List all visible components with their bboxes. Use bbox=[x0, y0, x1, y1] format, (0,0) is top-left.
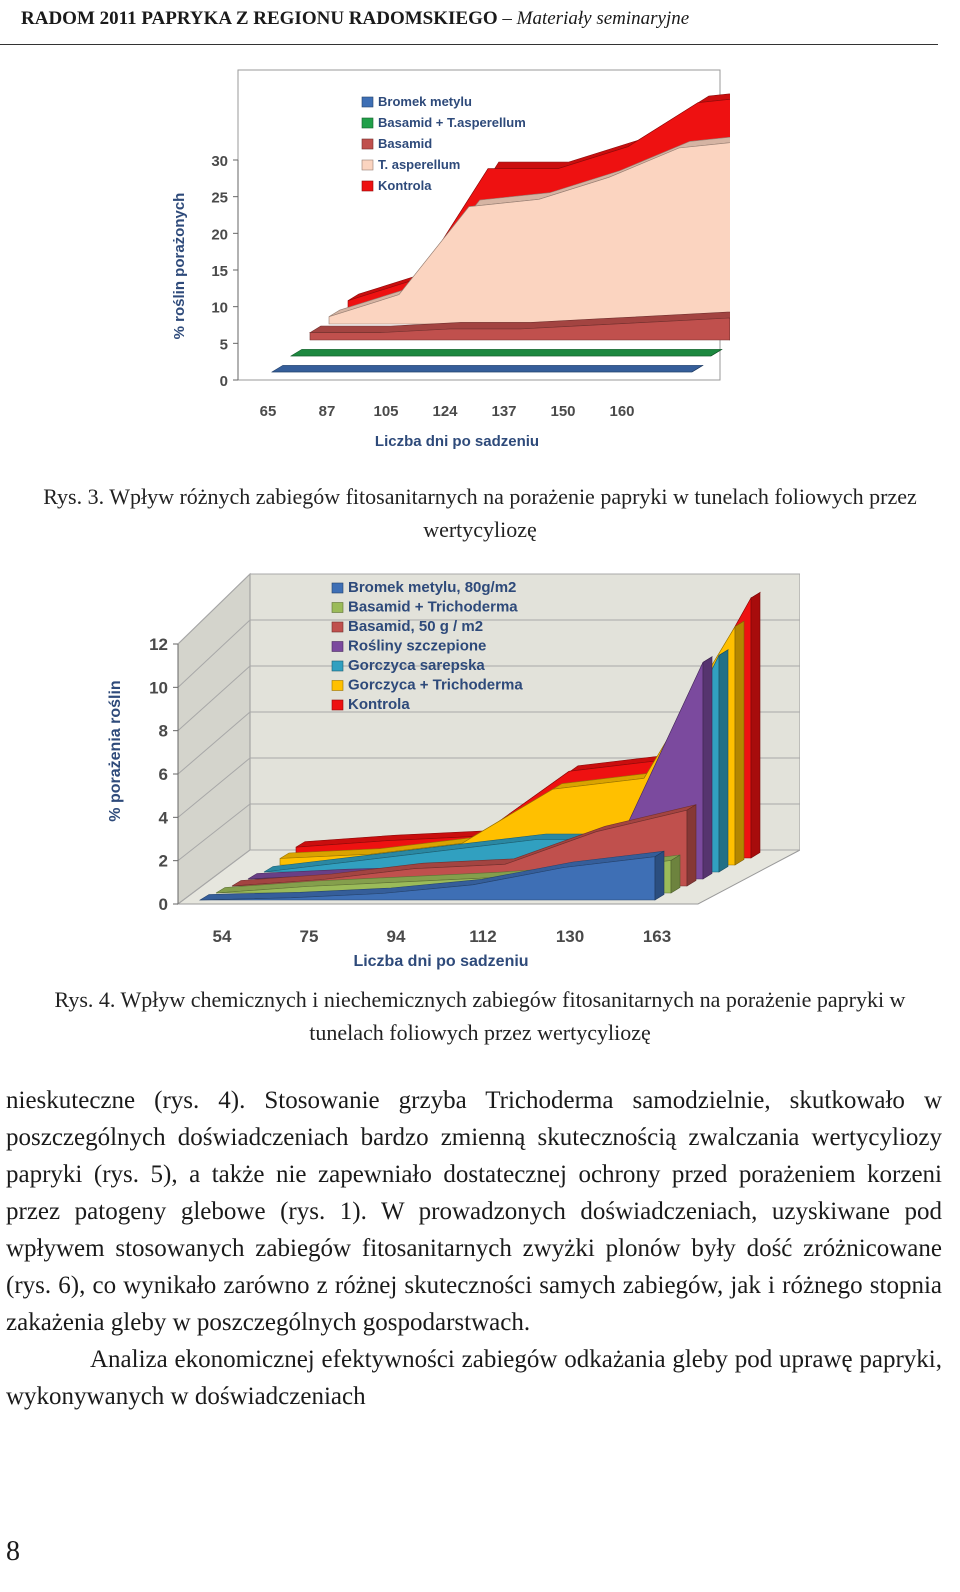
x-tick-label: 105 bbox=[373, 403, 398, 420]
page-number: 8 bbox=[6, 1536, 20, 1567]
legend-swatch bbox=[361, 138, 374, 150]
figure-3-chart: 0 5 10 15 20 25 30 65 87 105 124 137 150 160 Liczba dn… bbox=[150, 50, 780, 460]
y-tick-label: 5 bbox=[220, 336, 228, 353]
y-tick-label: 12 bbox=[149, 635, 168, 654]
paragraph-2: Analiza ekonomicznej efektywności zabieg… bbox=[6, 1346, 942, 1410]
legend-swatch bbox=[331, 621, 344, 633]
legend-label: Rośliny szczepione bbox=[348, 638, 486, 655]
body-text: nieskuteczne (rys. 4). Stosowanie grzyba… bbox=[6, 1082, 942, 1415]
legend-label: Kontrola bbox=[348, 696, 410, 713]
series-end-6 bbox=[734, 620, 745, 866]
legend-swatch bbox=[331, 582, 344, 594]
y-tick-label: 15 bbox=[211, 263, 228, 280]
chart-4-svg: 0 2 4 6 8 10 12 54 75 94 112 130 163 Liczba dni po sa… bbox=[107, 572, 801, 970]
paragraph-1: nieskuteczne (rys. 4). Stosowanie grzyba… bbox=[6, 1087, 942, 1336]
series-end-2 bbox=[710, 349, 722, 357]
series-end-2 bbox=[670, 854, 681, 894]
y-tick-label: 8 bbox=[159, 722, 168, 741]
series-end-1 bbox=[691, 365, 703, 373]
x-tick-label: 65 bbox=[260, 403, 277, 420]
x-axis-title: Liczba dni po sadzeniu bbox=[353, 953, 528, 970]
grid-line bbox=[177, 665, 251, 732]
series-end-3 bbox=[686, 804, 697, 887]
figure-4-chart: 0 2 4 6 8 10 12 54 75 94 112 130 163 Liczba dni po sa… bbox=[100, 570, 801, 975]
legend-label: Bromek metylu bbox=[378, 94, 472, 109]
legend-swatch bbox=[331, 680, 344, 691]
y-tick-label: 10 bbox=[149, 678, 168, 697]
x-tick-label: 94 bbox=[387, 927, 406, 946]
series-top-1 bbox=[270, 365, 704, 373]
grid-line bbox=[177, 619, 251, 688]
x-tick-label: 75 bbox=[300, 927, 319, 946]
legend-swatch bbox=[361, 180, 374, 192]
legend-swatch bbox=[361, 117, 374, 129]
y-tick-label: 10 bbox=[211, 300, 228, 317]
y-tick-label: 0 bbox=[159, 895, 168, 914]
legend-label: Gorczyca sarepska bbox=[348, 657, 485, 674]
grid-line bbox=[177, 757, 251, 818]
header-title: RADOM 2011 PAPRYKA Z REGIONU RADOMSKIEGO bbox=[21, 8, 498, 29]
x-tick-label: 163 bbox=[643, 927, 671, 946]
x-tick-label: 160 bbox=[609, 403, 634, 420]
series-end-1 bbox=[654, 850, 665, 901]
grid-line bbox=[177, 803, 251, 862]
y-tick-label: 2 bbox=[159, 852, 168, 871]
legend-label: Basamid + T.asperellum bbox=[378, 115, 526, 130]
x-tick-label: 130 bbox=[556, 927, 584, 946]
legend-swatch bbox=[361, 159, 374, 171]
legend-label: Basamid, 50 g / m2 bbox=[348, 618, 483, 635]
side-wall bbox=[177, 572, 251, 905]
legend-swatch bbox=[361, 96, 374, 108]
legend-label: Basamid + Trichoderma bbox=[348, 599, 518, 616]
figure-4-caption: Rys. 4. Wpływ chemicznych i niechemiczny… bbox=[54, 987, 906, 1045]
y-tick-label: 20 bbox=[211, 226, 228, 243]
series-top-2 bbox=[289, 349, 723, 357]
legend-label: T. asperellum bbox=[378, 157, 460, 172]
header-dash: – bbox=[497, 8, 517, 29]
legend-swatch bbox=[331, 641, 344, 652]
legend-swatch bbox=[331, 660, 344, 672]
header-subtitle: Materiały seminaryjne bbox=[516, 8, 690, 29]
x-tick-label: 112 bbox=[469, 927, 496, 946]
x-tick-label: 150 bbox=[550, 403, 575, 420]
x-tick-label: 124 bbox=[432, 403, 458, 420]
x-tick-label: 54 bbox=[213, 927, 232, 946]
legend-label: Bromek metylu, 80g/m2 bbox=[348, 579, 516, 596]
x-tick-label: 137 bbox=[491, 403, 516, 420]
legend-label: Basamid bbox=[378, 136, 432, 151]
legend-label: Gorczyca + Trichoderma bbox=[348, 677, 523, 694]
legend-swatch bbox=[331, 602, 344, 613]
series-end-5 bbox=[718, 649, 729, 873]
legend-swatch bbox=[331, 699, 344, 711]
y-tick-label: 0 bbox=[220, 373, 228, 390]
legend-label: Kontrola bbox=[378, 178, 432, 193]
y-tick-label: 4 bbox=[159, 808, 169, 827]
y-axis-title: % porażenia roślin bbox=[107, 680, 124, 821]
x-axis-title: Liczba dni po sadzeniu bbox=[375, 433, 539, 450]
series-end-7 bbox=[750, 591, 761, 859]
grid-line bbox=[177, 711, 251, 775]
grid-line bbox=[177, 849, 251, 905]
y-axis-title: % roślin porażonych bbox=[171, 193, 188, 340]
y-tick-label: 6 bbox=[159, 765, 168, 784]
chart-3-svg: 0 5 10 15 20 25 30 65 87 105 124 137 150 160 Liczba dn… bbox=[171, 69, 780, 450]
y-tick-label: 25 bbox=[211, 190, 228, 207]
series-end-4 bbox=[702, 656, 713, 880]
figure-3-caption: Rys. 3. Wpływ różnych zabiegów fitosanit… bbox=[43, 484, 917, 542]
x-tick-label: 87 bbox=[319, 403, 336, 420]
y-tick-label: 30 bbox=[211, 153, 228, 170]
grid-line bbox=[177, 573, 251, 645]
page-header: RADOM 2011 PAPRYKA Z REGIONU RADOMSKIEGO… bbox=[0, 0, 938, 45]
